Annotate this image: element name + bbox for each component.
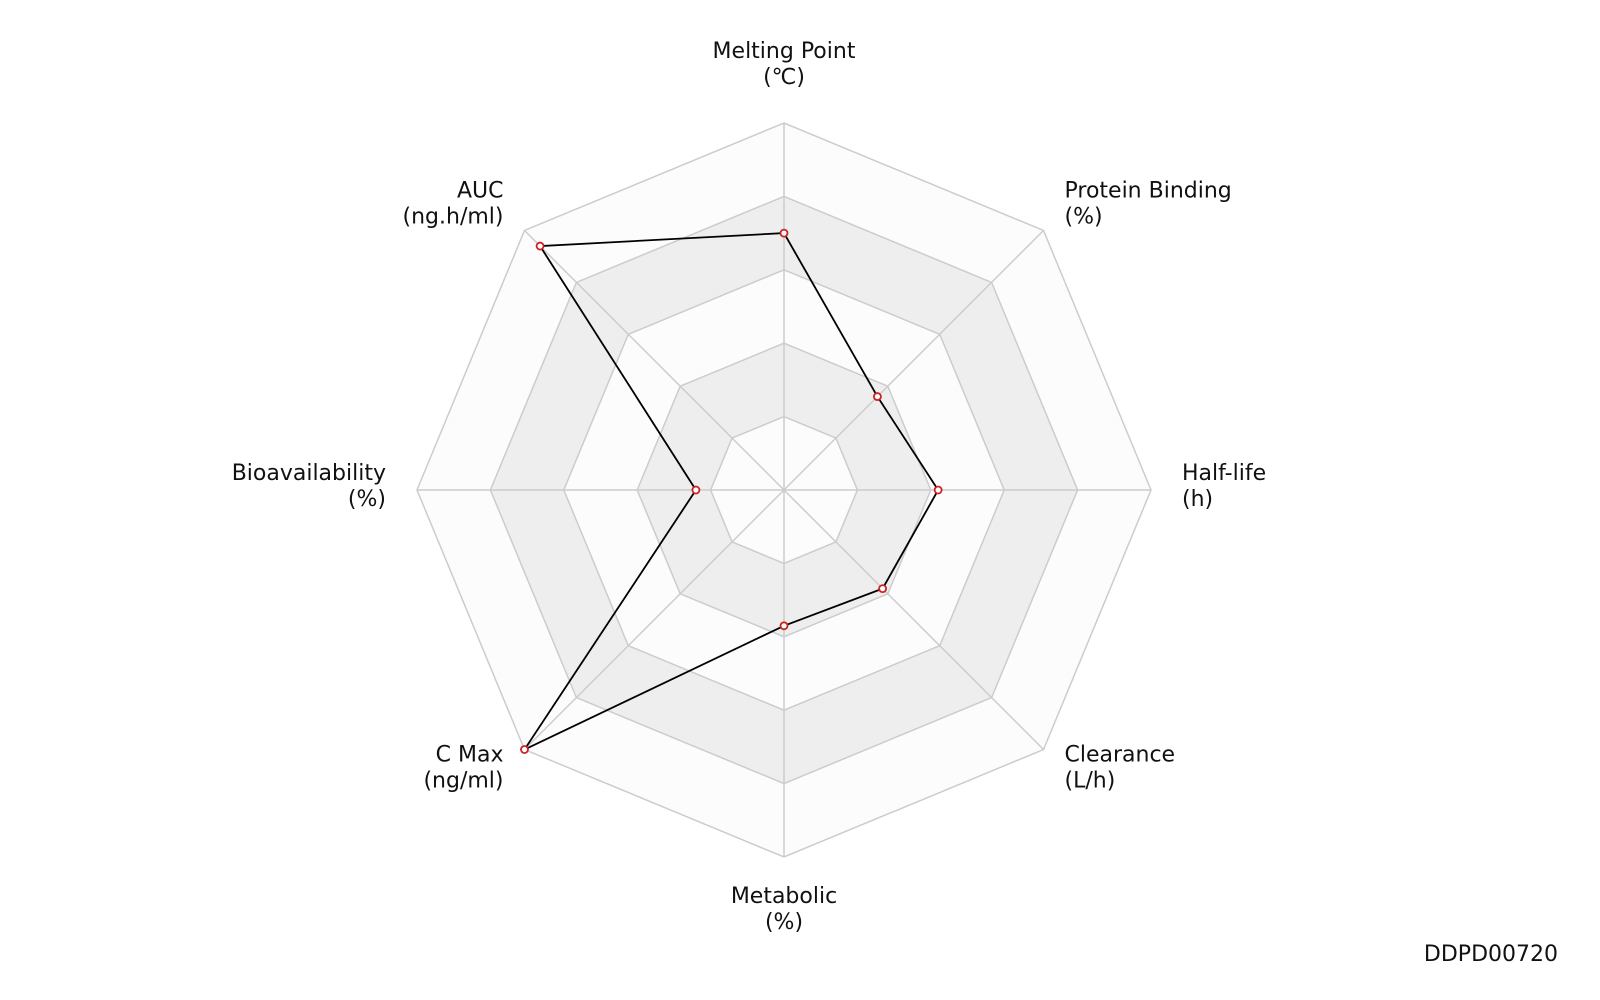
axis-unit: (%) [348,487,386,512]
axis-unit: (ng.h/ml) [403,204,504,229]
data-point [878,584,888,594]
axis-label: Bioavailability [232,461,386,486]
axis-label: Melting Point [713,39,856,64]
axis-label: C Max [436,743,504,768]
axis-line [523,489,785,751]
data-point [520,745,529,754]
axis-line [783,489,1045,751]
axis-label: Metabolic [731,884,837,909]
axis-unit: (%) [1065,204,1103,229]
axis-unit: (ng/ml) [423,769,503,794]
data-point [873,392,882,401]
axis-unit: (℃) [763,65,805,90]
axis-line [523,229,785,491]
axis-unit: (L/h) [1065,769,1116,794]
caption: DDPD00720 [1424,942,1558,967]
axis-label: AUC [457,178,504,203]
data-point [691,485,701,495]
data-point [779,621,789,631]
axis-label: Clearance [1065,743,1176,768]
axis-label: Half-life [1182,461,1266,486]
data-point [933,485,943,495]
data-point [535,241,545,251]
axis-label: Protein Binding [1065,178,1232,203]
data-point [779,228,789,238]
axis-unit: (h) [1182,487,1213,512]
axis-unit: (%) [765,910,803,935]
axis-line [783,229,1045,491]
